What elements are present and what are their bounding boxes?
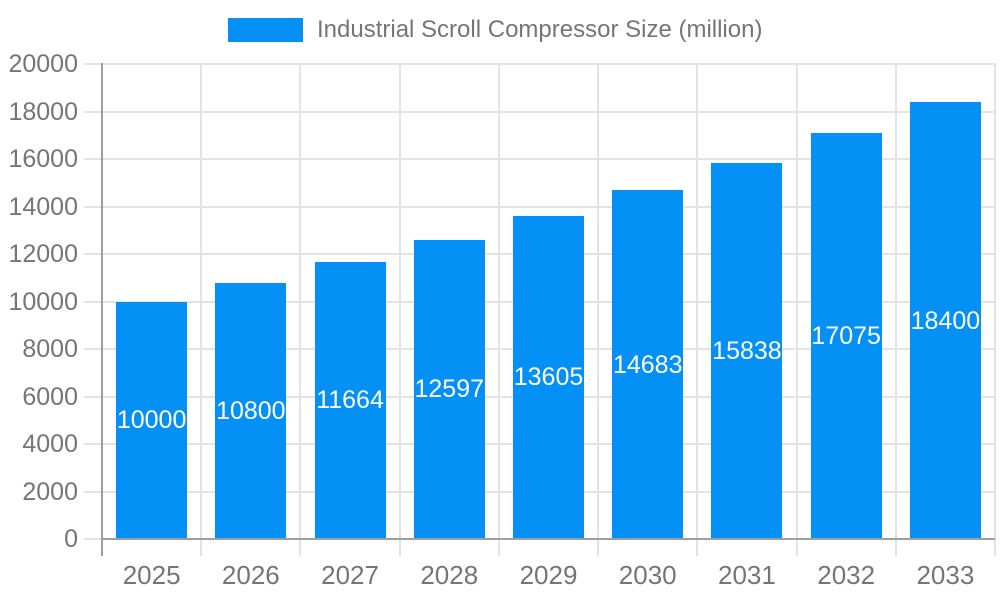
gridline-vertical xyxy=(894,63,897,556)
x-axis-tick-label: 2033 xyxy=(916,560,975,590)
gridline-vertical xyxy=(497,63,500,556)
gridline-vertical xyxy=(200,63,203,556)
y-axis-tick-label: 14000 xyxy=(8,192,78,221)
x-axis-tick-label: 2027 xyxy=(321,560,379,590)
bar[interactable] xyxy=(513,215,584,538)
bar[interactable] xyxy=(810,133,882,538)
legend-item[interactable]: Industrial Scroll Compressor Size (milli… xyxy=(228,16,762,44)
y-axis-tick-label: 8000 xyxy=(22,335,78,363)
gridline-vertical xyxy=(994,63,996,556)
legend-label: Industrial Scroll Compressor Size (milli… xyxy=(317,16,763,43)
bar[interactable] xyxy=(612,190,684,538)
x-axis-tick-label: 2029 xyxy=(519,560,578,590)
bar[interactable] xyxy=(413,239,485,538)
y-axis-tick-label: 0 xyxy=(64,525,78,553)
x-axis-tick-label: 2028 xyxy=(420,560,479,590)
gridline-horizontal xyxy=(84,63,995,65)
y-axis-tick xyxy=(84,538,102,540)
y-axis-line xyxy=(101,63,103,556)
gridline-vertical xyxy=(299,63,302,556)
x-axis-tick-label: 2032 xyxy=(817,560,876,590)
y-axis-tick-label: 4000 xyxy=(22,430,78,458)
y-axis-tick-label: 20000 xyxy=(8,50,78,78)
gridline-vertical xyxy=(398,63,401,556)
gridline-vertical xyxy=(597,63,600,556)
gridline-horizontal xyxy=(84,110,995,113)
x-axis-tick-label: 2026 xyxy=(221,560,280,590)
bar[interactable] xyxy=(116,301,188,538)
bar[interactable] xyxy=(314,261,386,538)
y-axis-tick-label: 16000 xyxy=(8,145,78,173)
x-axis-tick-label: 2025 xyxy=(122,560,181,590)
gridline-vertical xyxy=(696,63,699,556)
bar[interactable] xyxy=(215,282,287,538)
y-axis-tick-label: 2000 xyxy=(22,477,78,506)
y-axis-tick-label: 6000 xyxy=(22,382,78,411)
bar[interactable] xyxy=(909,102,981,538)
y-axis-tick-label: 12000 xyxy=(8,240,78,268)
gridline-horizontal xyxy=(84,158,995,160)
legend-swatch xyxy=(228,18,303,42)
gridline-horizontal xyxy=(84,205,995,208)
x-axis-line xyxy=(102,538,995,540)
bar[interactable] xyxy=(711,162,783,538)
y-axis-tick-label: 10000 xyxy=(8,287,78,316)
x-axis-tick-label: 2030 xyxy=(618,560,677,590)
x-axis-tick-label: 2031 xyxy=(718,560,776,590)
gridline-vertical xyxy=(795,63,798,556)
y-axis-tick-label: 18000 xyxy=(8,97,78,126)
